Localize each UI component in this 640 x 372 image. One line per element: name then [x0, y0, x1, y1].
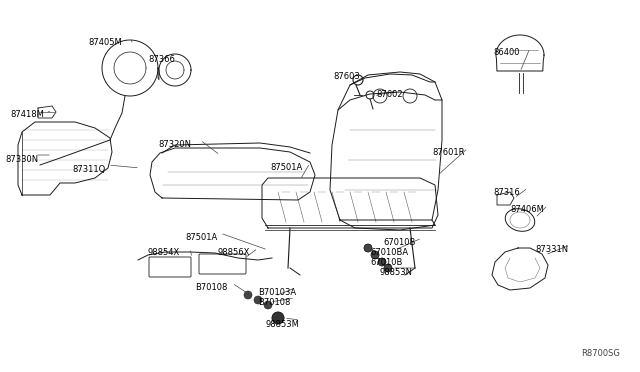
Text: 87501A: 87501A [270, 163, 302, 172]
Text: 87311Q: 87311Q [72, 165, 105, 174]
Circle shape [371, 251, 379, 259]
Text: 87405M: 87405M [88, 38, 122, 47]
Circle shape [264, 301, 272, 309]
Text: 86400: 86400 [493, 48, 520, 57]
Text: 87366: 87366 [148, 55, 175, 64]
Text: 98853M: 98853M [265, 320, 299, 329]
Circle shape [384, 264, 392, 272]
Circle shape [244, 291, 252, 299]
Text: 87501A: 87501A [185, 233, 217, 242]
Text: B70108: B70108 [195, 283, 227, 292]
Text: 87331N: 87331N [535, 245, 568, 254]
Text: 67010BA: 67010BA [370, 248, 408, 257]
Text: 98856X: 98856X [218, 248, 250, 257]
Text: 87406M: 87406M [510, 205, 544, 214]
Text: B70103A: B70103A [258, 288, 296, 297]
Circle shape [272, 312, 284, 324]
Text: 87603: 87603 [333, 72, 360, 81]
Text: 87316: 87316 [493, 188, 520, 197]
Text: 67010B: 67010B [383, 238, 415, 247]
Text: 87418M: 87418M [10, 110, 44, 119]
Text: R8700SG: R8700SG [581, 349, 620, 358]
Text: 98853N: 98853N [380, 268, 413, 277]
Text: 87601R: 87601R [432, 148, 465, 157]
Text: 98854X: 98854X [148, 248, 180, 257]
Text: 87602: 87602 [376, 90, 403, 99]
Text: 87330N: 87330N [5, 155, 38, 164]
Circle shape [254, 296, 262, 304]
Text: 87320N: 87320N [158, 140, 191, 149]
Text: B70108: B70108 [258, 298, 291, 307]
Circle shape [378, 258, 386, 266]
Circle shape [364, 244, 372, 252]
Text: 67010B: 67010B [370, 258, 403, 267]
